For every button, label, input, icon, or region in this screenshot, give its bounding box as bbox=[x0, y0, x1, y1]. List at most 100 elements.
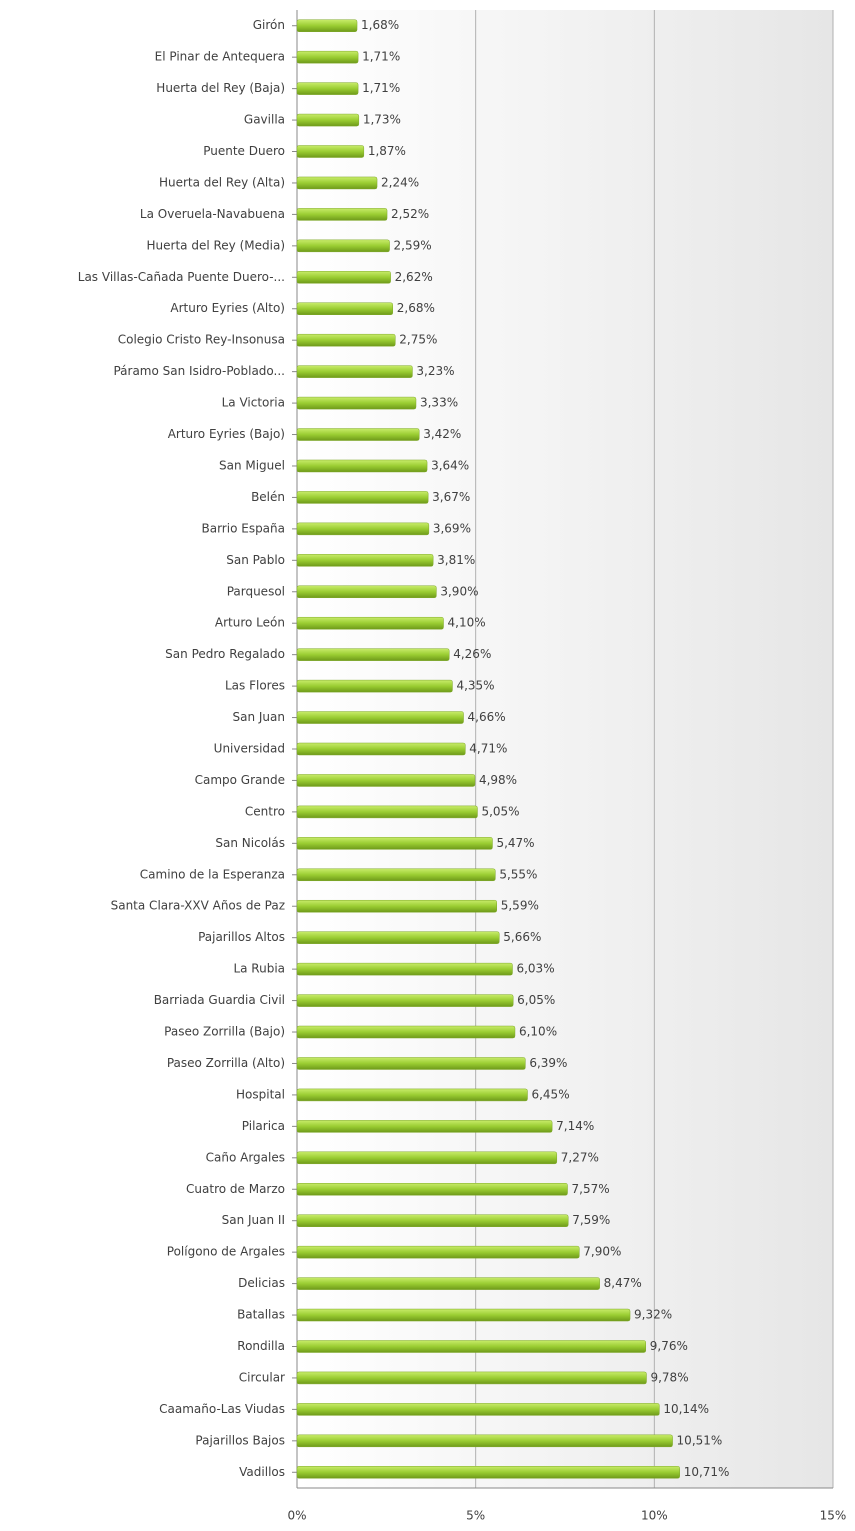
bar bbox=[296, 459, 428, 473]
bar bbox=[296, 271, 391, 284]
data-label: 3,64% bbox=[431, 458, 469, 472]
data-label: 3,33% bbox=[420, 396, 458, 410]
bar bbox=[296, 239, 390, 253]
y-tick-label: Parquesol bbox=[227, 584, 285, 598]
bar bbox=[296, 1371, 647, 1385]
bar bbox=[296, 1025, 516, 1039]
data-label: 5,59% bbox=[501, 899, 539, 913]
bar bbox=[296, 648, 450, 661]
y-tick-label: San Miguel bbox=[219, 458, 285, 472]
y-tick-label: La Victoria bbox=[222, 396, 285, 410]
data-label: 3,81% bbox=[437, 553, 475, 567]
data-label: 2,52% bbox=[391, 207, 429, 221]
x-tick-label: 0% bbox=[287, 1509, 306, 1523]
bar bbox=[296, 899, 497, 913]
bar bbox=[296, 805, 478, 819]
y-tick-label: Huerta del Rey (Baja) bbox=[156, 81, 285, 95]
y-tick-label: Delicias bbox=[238, 1276, 285, 1290]
bar bbox=[296, 333, 396, 347]
y-tick-label: Páramo San Isidro-Poblado... bbox=[113, 364, 285, 378]
y-tick-label: Gavilla bbox=[244, 113, 285, 127]
y-tick-label: Pajarillos Altos bbox=[198, 930, 285, 944]
data-label: 3,69% bbox=[433, 521, 471, 535]
bar bbox=[296, 1434, 673, 1448]
bar bbox=[296, 1466, 680, 1479]
y-tick-label: Pajarillos Bajos bbox=[195, 1433, 285, 1447]
bar bbox=[296, 868, 496, 882]
y-tick-label: Caamaño-Las Viudas bbox=[159, 1402, 285, 1416]
bar bbox=[296, 962, 513, 976]
y-tick-label: Vadillos bbox=[239, 1465, 285, 1479]
data-label: 5,05% bbox=[481, 804, 519, 818]
bar bbox=[296, 742, 466, 756]
data-label: 3,23% bbox=[416, 364, 454, 378]
bar bbox=[296, 208, 388, 221]
bar bbox=[296, 554, 434, 567]
y-tick-label: Arturo Eyries (Alto) bbox=[170, 301, 285, 315]
data-label: 6,03% bbox=[516, 962, 554, 976]
y-tick-label: Huerta del Rey (Alta) bbox=[159, 175, 285, 189]
y-tick-label: El Pinar de Antequera bbox=[155, 50, 285, 64]
y-tick-label: Arturo Eyries (Bajo) bbox=[168, 427, 285, 441]
bar bbox=[296, 994, 514, 1007]
y-tick-label: Colegio Cristo Rey-Insonusa bbox=[118, 333, 285, 347]
y-tick-label: Santa Clara-XXV Años de Paz bbox=[111, 899, 285, 913]
y-tick-label: Pilarica bbox=[242, 1119, 285, 1133]
y-tick-label: Puente Duero bbox=[203, 144, 285, 158]
bar bbox=[296, 1245, 580, 1259]
y-tick-label: San Pablo bbox=[226, 553, 285, 567]
data-label: 3,90% bbox=[440, 584, 478, 598]
data-label: 5,55% bbox=[499, 867, 537, 881]
bar bbox=[296, 1277, 600, 1290]
y-tick-label: Belén bbox=[251, 490, 285, 504]
bar bbox=[296, 837, 493, 850]
y-tick-label: La Overuela-Navabuena bbox=[140, 207, 285, 221]
bar bbox=[296, 585, 437, 599]
y-tick-label: Polígono de Argales bbox=[167, 1245, 285, 1259]
data-label: 1,71% bbox=[362, 50, 400, 64]
data-label: 2,68% bbox=[397, 301, 435, 315]
bar bbox=[296, 1151, 558, 1165]
data-label: 9,78% bbox=[650, 1370, 688, 1384]
y-tick-label: Las Villas-Cañada Puente Duero-... bbox=[78, 270, 285, 284]
data-label: 6,39% bbox=[529, 1056, 567, 1070]
data-label: 2,24% bbox=[381, 175, 419, 189]
y-tick-label: Huerta del Rey (Media) bbox=[147, 238, 285, 252]
data-label: 1,87% bbox=[368, 144, 406, 158]
bar bbox=[296, 1057, 526, 1070]
y-tick-label: Hospital bbox=[236, 1087, 285, 1101]
y-tick-label: Universidad bbox=[214, 742, 285, 756]
bar bbox=[296, 711, 464, 724]
bar bbox=[296, 1403, 660, 1416]
bar bbox=[296, 1088, 528, 1102]
data-label: 7,27% bbox=[561, 1150, 599, 1164]
y-tick-label: Barriada Guardia Civil bbox=[154, 993, 285, 1007]
data-label: 2,59% bbox=[394, 238, 432, 252]
data-label: 7,90% bbox=[583, 1245, 621, 1259]
data-label: 4,71% bbox=[469, 742, 507, 756]
data-label: 9,76% bbox=[650, 1339, 688, 1353]
bar bbox=[296, 302, 394, 315]
bar bbox=[296, 679, 453, 693]
y-tick-label: Circular bbox=[239, 1370, 285, 1384]
bar bbox=[296, 19, 358, 32]
y-tick-label: Camino de la Esperanza bbox=[140, 867, 285, 881]
data-label: 1,73% bbox=[363, 113, 401, 127]
bar bbox=[296, 176, 378, 190]
data-label: 4,26% bbox=[453, 647, 491, 661]
bar bbox=[296, 522, 430, 536]
data-label: 6,10% bbox=[519, 1025, 557, 1039]
data-label: 5,66% bbox=[503, 930, 541, 944]
bar bbox=[296, 616, 444, 630]
data-label: 7,59% bbox=[572, 1213, 610, 1227]
bar bbox=[296, 931, 500, 944]
data-label: 4,98% bbox=[479, 773, 517, 787]
bar bbox=[296, 1183, 568, 1196]
data-label: 2,75% bbox=[399, 333, 437, 347]
bar bbox=[296, 1214, 569, 1227]
data-label: 5,47% bbox=[496, 836, 534, 850]
y-tick-label: Paseo Zorrilla (Alto) bbox=[167, 1056, 285, 1070]
data-label: 6,05% bbox=[517, 993, 555, 1007]
data-label: 9,32% bbox=[634, 1308, 672, 1322]
